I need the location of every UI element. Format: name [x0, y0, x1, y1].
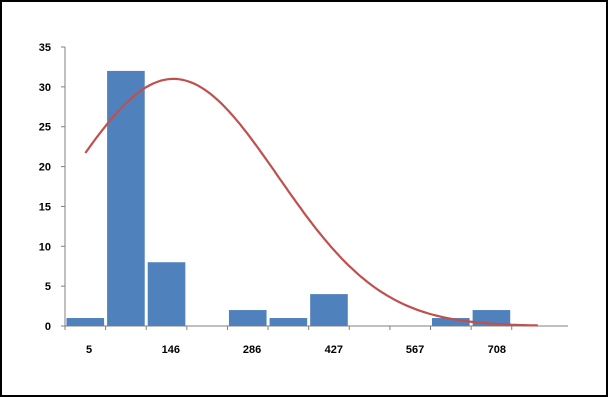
y-tick-label: 15 — [39, 201, 51, 213]
histogram-bar — [269, 318, 308, 326]
histogram-bar — [310, 294, 348, 326]
y-tick-label: 20 — [39, 162, 51, 174]
x-axis-labels: 5 146 286 427 567 708 — [86, 344, 506, 356]
histogram-bar — [66, 318, 105, 326]
bars — [66, 70, 511, 327]
y-tick-label: 10 — [39, 241, 51, 253]
y-tick-label: 30 — [39, 82, 51, 94]
histogram-bar — [432, 318, 470, 326]
x-tick-label: 286 — [243, 344, 261, 356]
y-axis-labels: 0 5 10 15 20 25 30 35 — [39, 42, 51, 333]
fit-curve — [84, 77, 538, 327]
x-tick-label: 427 — [325, 344, 343, 356]
histogram-bar — [228, 310, 267, 326]
histogram-bar — [107, 70, 145, 327]
x-tick-label: 146 — [162, 344, 180, 356]
fit-curve-group — [84, 77, 538, 327]
x-tick-label: 708 — [488, 344, 506, 356]
y-tick-label: 35 — [39, 42, 51, 54]
x-tick-label: 567 — [406, 344, 424, 356]
histogram-bar — [147, 262, 186, 326]
y-tick-label: 25 — [39, 122, 51, 134]
y-tick-label: 0 — [45, 321, 51, 333]
y-tick-label: 5 — [45, 281, 51, 293]
x-tick-label: 5 — [86, 344, 92, 356]
